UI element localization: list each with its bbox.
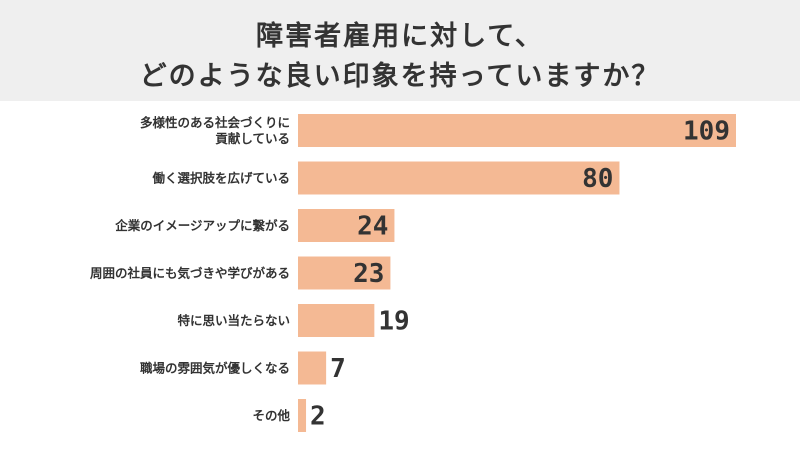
value-label-4: 23 [353, 259, 384, 289]
value-label-7: 2 [310, 402, 326, 432]
value-label-5: 19 [378, 307, 409, 337]
bar-3 [298, 209, 395, 242]
chart-title-line-1: 障害者雇用に対して、 [256, 21, 544, 52]
category-label-1-line-2: 貢献している [215, 131, 290, 146]
value-label-1: 109 [683, 117, 730, 147]
bar-7 [298, 399, 307, 432]
category-label-7: その他 [252, 408, 290, 423]
title-band [0, 0, 800, 101]
category-label-6: 職場の雰囲気が優しくなる [140, 361, 290, 376]
chart-title-line-2: どのような良い印象を持っていますか？ [139, 61, 661, 92]
value-label-3: 24 [357, 212, 388, 242]
bar-4 [298, 256, 391, 290]
category-label-1-line-1: 多様性のある社会づくりに [140, 115, 290, 130]
bar-5 [298, 304, 375, 337]
bar-1 [298, 114, 736, 147]
bar-2 [298, 161, 620, 195]
value-label-2: 80 [582, 164, 613, 194]
category-label-4: 周囲の社員にも気づきや学びがある [90, 266, 290, 281]
category-label-5: 特に思い当たらない [177, 313, 290, 328]
category-label-2: 働く選択肢を広げている [151, 171, 290, 186]
bar-6 [298, 351, 327, 385]
value-label-6: 7 [330, 354, 346, 384]
category-label-3: 企業のイメージアップに繋がる [114, 218, 290, 233]
